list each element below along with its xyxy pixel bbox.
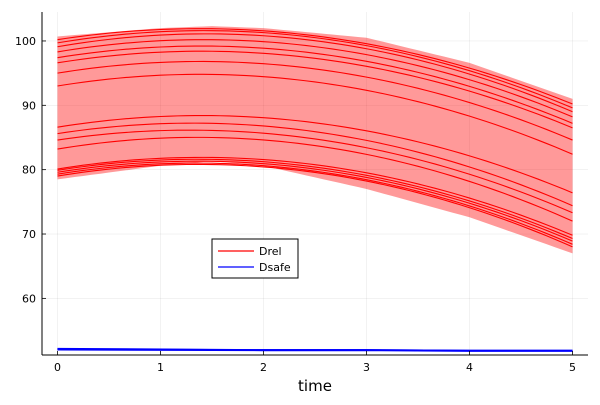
drel-band-layer [57, 26, 573, 254]
x-tick-label: 3 [363, 361, 370, 374]
drel-line-3 [57, 39, 573, 118]
drel-line-1 [57, 30, 573, 109]
legend-label-dsafe: Dsafe [259, 261, 291, 274]
y-tick-label: 60 [22, 292, 36, 305]
drel-line-6 [57, 60, 573, 141]
drel-line-2 [57, 33, 573, 113]
drel-line-0 [57, 28, 573, 105]
legend: Drel Dsafe [211, 238, 299, 279]
drel-line-11 [57, 136, 573, 222]
drel-uncertainty-band [57, 26, 573, 254]
y-tick-label: 90 [22, 99, 36, 112]
x-tick-label: 2 [260, 361, 267, 374]
series-layer [57, 28, 573, 352]
drel-line-13 [57, 158, 573, 240]
drel-line-12 [57, 156, 573, 236]
axis-layer: 0 1 2 3 4 5 60 70 80 90 100 [15, 12, 588, 374]
x-tick-label: 0 [54, 361, 61, 374]
drel-line-4 [57, 45, 573, 124]
drel-line-10 [57, 129, 573, 214]
y-tick-label: 100 [15, 35, 36, 48]
drel-line-5 [57, 50, 573, 129]
x-tick-label: 1 [157, 361, 164, 374]
grid-layer [42, 12, 588, 355]
x-tick-label: 4 [466, 361, 473, 374]
legend-box [211, 238, 299, 279]
x-axis-title: time [298, 377, 332, 395]
dsafe-line-2 [57, 349, 573, 352]
drel-line-14 [57, 160, 573, 242]
drel-line-7 [57, 73, 573, 155]
drel-line-15 [57, 162, 573, 245]
y-tick-label: 70 [22, 228, 36, 241]
drel-line-16 [57, 163, 573, 248]
drel-line-8 [57, 114, 573, 194]
x-tick-label: 5 [569, 361, 576, 374]
legend-label-drel: Drel [259, 245, 282, 258]
drel-line-9 [57, 122, 573, 207]
y-tick-label: 80 [22, 164, 36, 177]
